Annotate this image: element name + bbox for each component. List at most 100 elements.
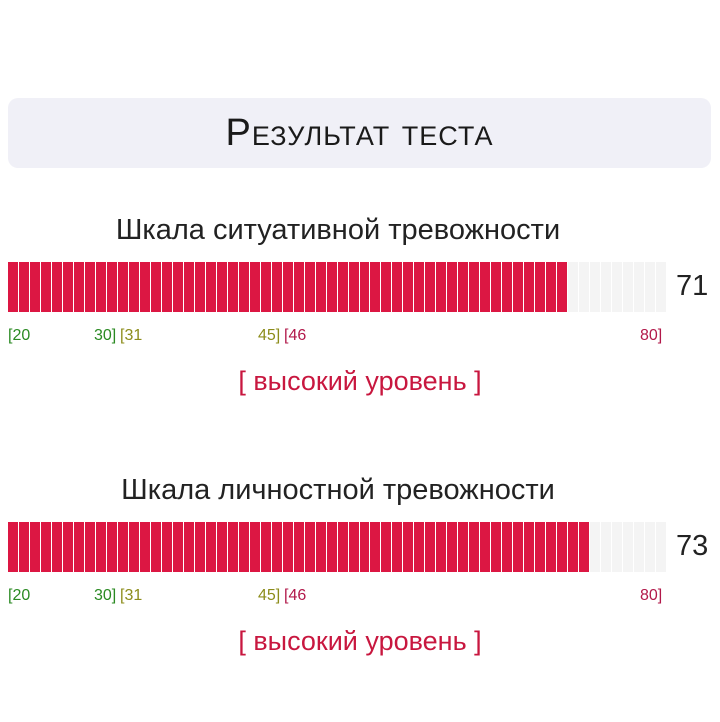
bar-segment-filled: [84, 262, 96, 312]
tick-label: 45]: [258, 327, 281, 344]
tick-label: 80]: [640, 327, 663, 344]
bar-segment-empty: [579, 262, 591, 312]
bar-segment-filled: [447, 522, 459, 572]
scale-title: Шкала ситуативной тревожности: [115, 214, 561, 246]
bar-segment-filled: [370, 522, 382, 572]
tick-label: [46: [284, 587, 307, 604]
page-title: Результат теста: [225, 112, 494, 154]
score-value: 71: [676, 270, 709, 302]
bar-segment-filled: [95, 262, 107, 312]
tick-label: [31: [120, 327, 143, 344]
bar-segment-filled: [546, 262, 558, 312]
level-label: [ высокий уровень ]: [238, 626, 482, 656]
bar-segment-filled: [161, 522, 173, 572]
bar-segment-filled: [480, 522, 492, 572]
bar-segment-filled: [249, 262, 261, 312]
bar-segment-filled: [106, 522, 118, 572]
bar-segment-filled: [194, 262, 206, 312]
range-ticks: [20 30] [31 45] [46 80]: [8, 328, 666, 348]
bar-segment-filled: [370, 262, 382, 312]
tick-label: [20: [8, 327, 31, 344]
score-bar: [8, 262, 667, 312]
bar-segment-filled: [117, 522, 129, 572]
tick-label: [20: [8, 587, 31, 604]
tick-label: 30]: [94, 327, 117, 344]
bar-segment-filled: [414, 262, 426, 312]
bar-segment-filled: [381, 522, 393, 572]
bar-segment-filled: [436, 522, 448, 572]
bar-segment-filled: [315, 522, 327, 572]
bar-segment-filled: [227, 262, 239, 312]
bar-segment-filled: [139, 522, 151, 572]
scale-personal: Шкала личностной тревожности 73 [20 30] …: [0, 476, 720, 666]
bar-segment-filled: [73, 522, 85, 572]
bar-segment-filled: [183, 522, 195, 572]
bar-segment-filled: [40, 522, 52, 572]
bar-segment-filled: [282, 262, 294, 312]
bar-segment-filled: [18, 522, 30, 572]
bar-segment-empty: [568, 262, 580, 312]
bar-segment-filled: [524, 262, 536, 312]
bar-segment-filled: [337, 522, 349, 572]
bar-segment-empty: [590, 262, 602, 312]
bar-segment-filled: [216, 262, 228, 312]
bar-segment-filled: [227, 522, 239, 572]
bar-segment-filled: [40, 262, 52, 312]
bar-segment-empty: [590, 522, 602, 572]
bar-segment-filled: [480, 262, 492, 312]
bar-segment-filled: [513, 522, 525, 572]
bar-segment-filled: [535, 262, 547, 312]
bar-segment-filled: [568, 522, 580, 572]
bar-segment-filled: [62, 262, 74, 312]
bar-segment-filled: [62, 522, 74, 572]
bar-segment-empty: [634, 262, 646, 312]
tick-label: [31: [120, 587, 143, 604]
bar-segment-filled: [315, 262, 327, 312]
tick-label: [46: [284, 327, 307, 344]
bar-segment-filled: [73, 262, 85, 312]
bar-segment-filled: [260, 262, 272, 312]
bar-segment-filled: [150, 262, 162, 312]
result-header: Результат теста: [8, 98, 711, 168]
bar-segment-filled: [502, 522, 514, 572]
bar-segment-filled: [436, 262, 448, 312]
bar-segment-filled: [172, 262, 184, 312]
bar-segment-filled: [205, 262, 217, 312]
bar-segment-filled: [469, 522, 481, 572]
bar-segment-filled: [161, 262, 173, 312]
bar-segment-filled: [359, 522, 371, 572]
bar-segment-filled: [117, 262, 129, 312]
bar-segment-filled: [557, 522, 569, 572]
bar-segment-filled: [150, 522, 162, 572]
bar-segment-filled: [293, 522, 305, 572]
tick-label: 30]: [94, 587, 117, 604]
bar-segment-filled: [326, 522, 338, 572]
bar-segment-filled: [128, 262, 140, 312]
bar-segment-filled: [8, 522, 19, 572]
bar-segment-empty: [623, 262, 635, 312]
bar-segment-empty: [601, 522, 613, 572]
bar-segment-filled: [579, 522, 591, 572]
bar-segment-filled: [29, 262, 41, 312]
bar-segment-empty: [601, 262, 613, 312]
bar-segment-filled: [271, 522, 283, 572]
scale-situational: Шкала ситуативной тревожности 71 [20 30]…: [0, 216, 720, 406]
bar-segment-filled: [238, 522, 250, 572]
bar-segment-filled: [337, 262, 349, 312]
bar-segment-filled: [282, 522, 294, 572]
bar-segment-filled: [348, 522, 360, 572]
bar-segment-empty: [634, 522, 646, 572]
bar-segment-filled: [18, 262, 30, 312]
bar-segment-filled: [557, 262, 569, 312]
bar-segment-filled: [304, 522, 316, 572]
score-bar: [8, 522, 667, 572]
bar-segment-empty: [656, 522, 667, 572]
bar-segment-filled: [524, 522, 536, 572]
bar-segment-filled: [546, 522, 558, 572]
bar-segment-filled: [425, 522, 437, 572]
bar-segment-filled: [216, 522, 228, 572]
bar-segment-filled: [183, 262, 195, 312]
tick-label: 45]: [258, 587, 281, 604]
bar-segment-filled: [359, 262, 371, 312]
bar-segment-filled: [326, 262, 338, 312]
